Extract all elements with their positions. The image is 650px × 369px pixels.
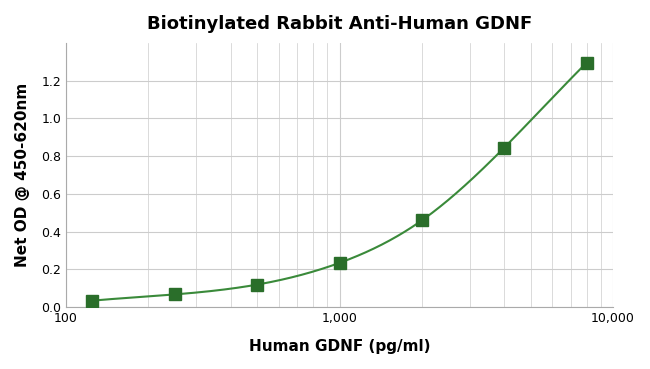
X-axis label: Human GDNF (pg/ml): Human GDNF (pg/ml) bbox=[249, 339, 430, 354]
Title: Biotinylated Rabbit Anti-Human GDNF: Biotinylated Rabbit Anti-Human GDNF bbox=[147, 15, 532, 33]
Y-axis label: Net OD @ 450-620nm: Net OD @ 450-620nm bbox=[15, 83, 30, 267]
